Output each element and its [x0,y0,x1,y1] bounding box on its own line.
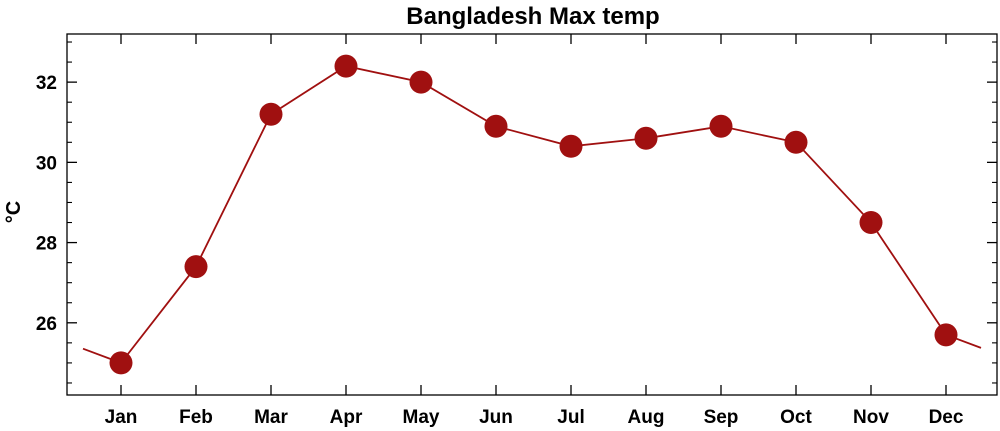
data-point [409,70,433,94]
data-point [184,255,208,279]
data-point [334,54,358,78]
data-point [559,134,583,158]
series-line [82,65,982,364]
y-tick-label: 32 [36,73,57,94]
axes: Jan Feb Mar Apr May Jun Jul Aug Sep Oct Nov Dec 26 28… [36,34,997,428]
y-tick-label: 26 [36,314,57,335]
chart-title: Bangladesh Max temp [406,3,659,30]
x-tick-label: Jun [479,407,513,428]
x-tick-label: Dec [929,407,964,428]
data-point [934,323,958,347]
series-group [82,54,982,375]
x-tick-label: Feb [179,407,213,428]
x-tick-label: Jan [105,407,138,428]
data-point [484,114,508,138]
data-point [259,102,283,126]
y-tick-label: 28 [36,234,57,255]
data-point [784,130,808,154]
data-point [709,114,733,138]
data-point [634,126,658,150]
x-tick-label: Aug [628,407,665,428]
data-point [859,211,883,235]
x-tick-label: Oct [780,407,812,428]
x-tick-label: Nov [853,407,889,428]
x-tick-label: Apr [330,407,363,428]
x-tick-label: Mar [254,407,288,428]
data-point [109,351,133,375]
x-tick-label: Jul [557,407,584,428]
y-axis-label: °C [3,201,25,223]
plot-frame [66,33,998,396]
x-tick-label: May [403,407,440,428]
y-tick-label: 30 [36,153,57,174]
x-tick-label: Sep [704,407,739,428]
